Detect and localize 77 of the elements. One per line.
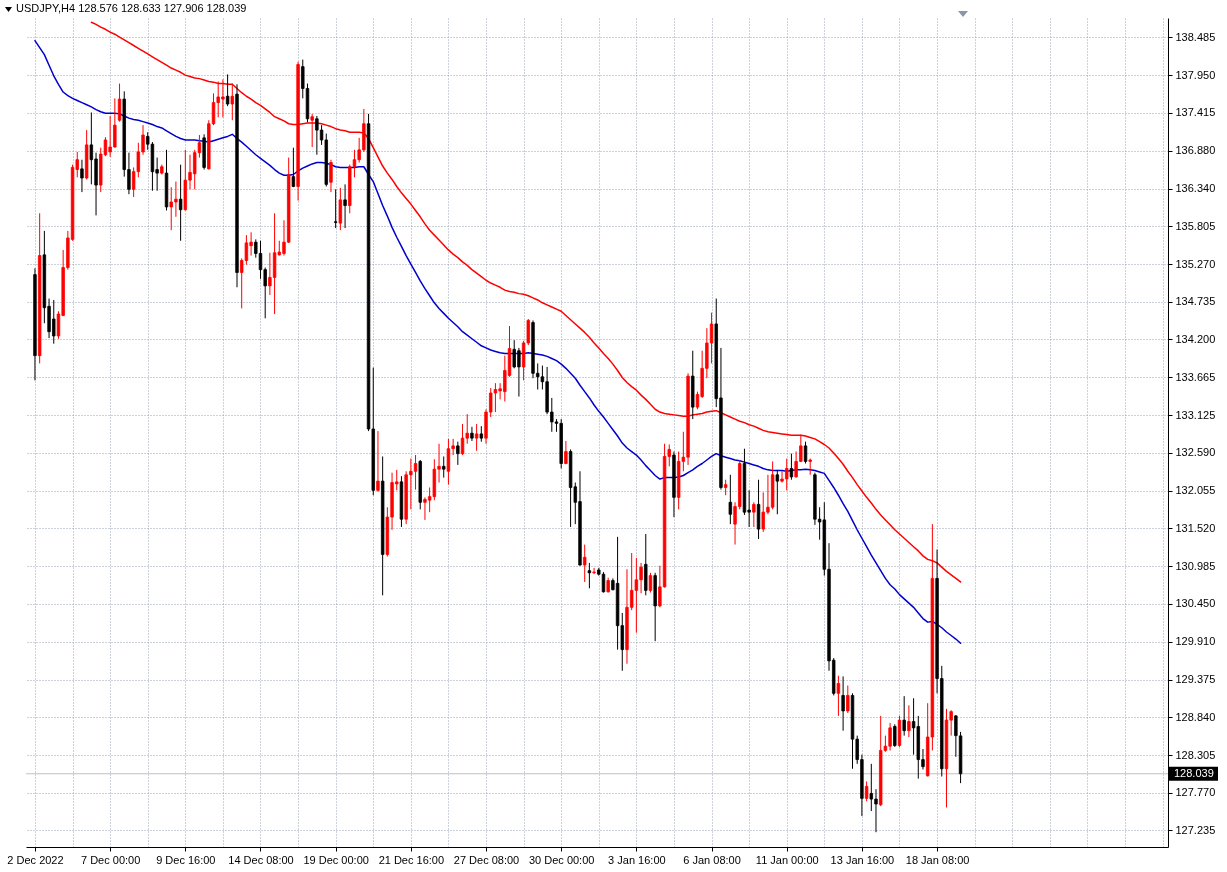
x-tick-label: 21 Dec 16:00	[378, 853, 445, 866]
y-tick-label: 128.840	[1175, 710, 1216, 723]
candlestick	[117, 83, 122, 123]
candlestick	[587, 562, 592, 589]
candlestick	[893, 723, 897, 748]
candlestick	[836, 675, 841, 717]
ref-line-label: 128.039	[1174, 766, 1214, 779]
y-tick-label: 132.055	[1175, 484, 1216, 497]
candlestick	[841, 675, 845, 732]
x-tick-label: 11 Jan 00:00	[755, 853, 819, 866]
candlestick	[864, 780, 869, 802]
y-tick-label: 136.880	[1175, 144, 1216, 157]
y-tick-label: 136.340	[1175, 182, 1216, 195]
candlestick	[470, 426, 474, 442]
y-tick-label: 131.520	[1175, 521, 1216, 534]
x-tick-label: 13 Jan 16:00	[830, 853, 895, 866]
y-tick-label: 132.590	[1175, 446, 1216, 459]
candlestick	[789, 453, 794, 481]
y-tick-label: 130.985	[1175, 559, 1216, 572]
y-tick-label: 127.770	[1175, 786, 1216, 799]
candlestick	[291, 147, 296, 188]
x-tick-label: 9 Dec 16:00	[156, 853, 216, 866]
y-tick-label: 134.200	[1175, 332, 1216, 345]
candlestick	[225, 73, 230, 107]
candlestick	[310, 113, 314, 148]
candlestick	[460, 423, 465, 456]
candlestick	[474, 423, 479, 452]
candlestick	[582, 544, 587, 583]
y-tick-label: 135.805	[1175, 219, 1216, 232]
candlestick	[230, 83, 234, 121]
line-series	[34, 39, 962, 645]
candlestick	[442, 455, 446, 479]
y-tick-label: 130.450	[1175, 597, 1216, 610]
candlestick	[89, 111, 94, 185]
candlestick	[178, 164, 183, 242]
candlestick	[902, 695, 906, 737]
y-tick-label: 135.270	[1175, 257, 1216, 270]
candlestick	[333, 188, 338, 229]
candlestick	[803, 441, 808, 465]
x-tick-label: 7 Dec 00:00	[80, 853, 141, 866]
candlestick	[446, 438, 451, 486]
chart-title: USDJPY,H4 128.576 128.633 127.906 128.039	[16, 2, 247, 14]
y-tick-label: 129.375	[1175, 673, 1216, 686]
x-tick-label: 18 Jan 08:00	[905, 853, 970, 866]
candlestick	[493, 382, 498, 413]
candlestick	[911, 697, 916, 756]
candlestick	[343, 183, 347, 229]
candlestick	[907, 704, 911, 738]
candlestick	[728, 474, 733, 525]
y-tick-label: 138.485	[1175, 30, 1216, 43]
candlestick	[846, 685, 850, 714]
x-tick-label: 2 Dec 2022	[7, 853, 64, 866]
y-tick-label: 128.305	[1175, 748, 1216, 761]
candlestick	[413, 454, 418, 491]
candlestick	[592, 567, 596, 575]
candlestick	[329, 159, 333, 193]
y-tick-label: 133.665	[1175, 370, 1216, 383]
y-tick-label: 133.125	[1175, 408, 1216, 421]
x-tick-label: 3 Jan 16:00	[608, 853, 666, 866]
candlestick	[376, 430, 380, 493]
x-tick-label: 27 Dec 08:00	[453, 853, 520, 866]
candlestick	[80, 159, 84, 193]
candlestick	[648, 572, 653, 594]
y-tick-label: 137.415	[1175, 106, 1216, 119]
x-tick-label: 30 Dec 00:00	[528, 853, 595, 866]
x-tick-label: 19 Dec 00:00	[303, 853, 369, 866]
x-tick-label: 6 Jan 08:00	[683, 853, 741, 866]
y-tick-label: 134.735	[1175, 295, 1216, 308]
candlestick	[752, 501, 756, 528]
x-tick-label: 14 Dec 08:00	[228, 853, 294, 866]
y-tick-label: 127.235	[1175, 823, 1216, 836]
y-tick-label: 129.910	[1175, 635, 1216, 648]
y-tick-label: 137.950	[1175, 68, 1216, 81]
candlestick	[338, 187, 343, 231]
candlestick	[775, 469, 780, 515]
candlestick	[456, 441, 460, 466]
candlestick	[634, 557, 639, 634]
